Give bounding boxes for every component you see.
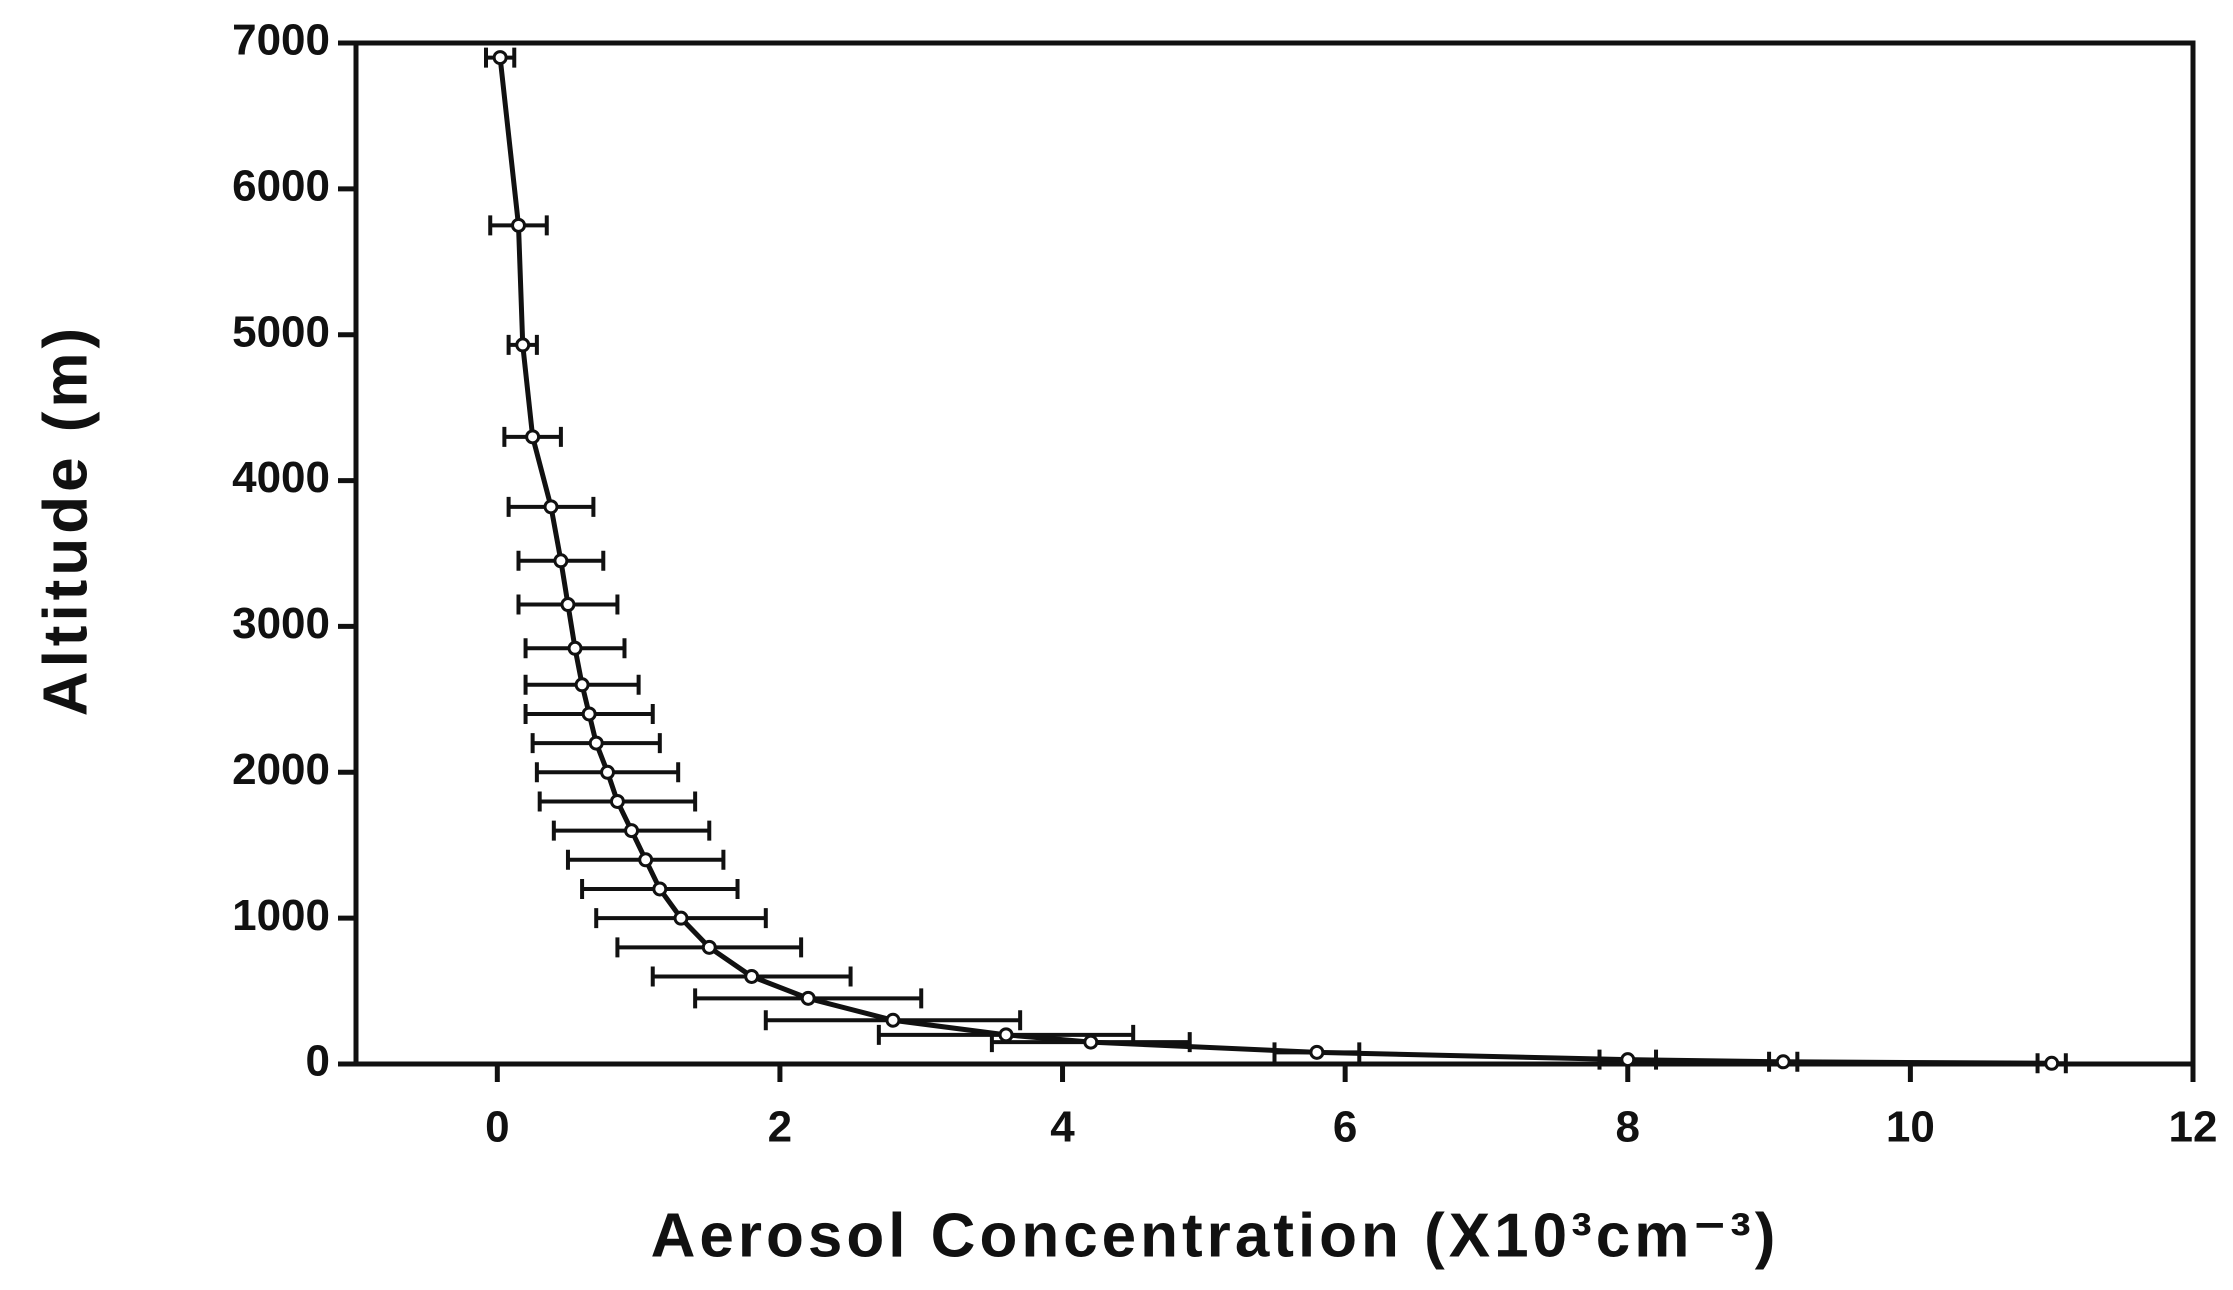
data-point xyxy=(673,910,689,926)
x-tick-label: 0 xyxy=(485,1103,509,1152)
data-point xyxy=(525,429,541,445)
x-tick-label: 12 xyxy=(2169,1103,2218,1152)
y-tick-label: 0 xyxy=(306,1037,330,1086)
x-tick-label: 2 xyxy=(768,1103,792,1152)
x-tick-label: 4 xyxy=(1050,1103,1075,1152)
data-point xyxy=(543,499,559,515)
data-point xyxy=(652,881,668,897)
y-tick-label: 4000 xyxy=(232,453,330,502)
data-point xyxy=(800,990,816,1006)
data-point xyxy=(574,677,590,693)
data-point xyxy=(588,735,604,751)
data-point xyxy=(511,217,527,233)
y-tick-label: 1000 xyxy=(232,891,330,940)
x-tick-label: 10 xyxy=(1886,1103,1935,1152)
y-tick-label: 7000 xyxy=(232,16,330,65)
data-point xyxy=(609,793,625,809)
y-axis-label: Altitude (m) xyxy=(31,324,100,716)
data-point xyxy=(492,50,508,66)
data-point xyxy=(638,852,654,868)
data-point xyxy=(744,968,760,984)
x-tick-label: 6 xyxy=(1333,1103,1357,1152)
data-point xyxy=(2044,1055,2060,1071)
data-point xyxy=(701,939,717,955)
data-point xyxy=(624,823,640,839)
data-line xyxy=(497,57,2052,1066)
data-point xyxy=(560,597,576,613)
data-point xyxy=(1620,1052,1636,1068)
data-point xyxy=(885,1012,901,1028)
data-point xyxy=(1083,1034,1099,1050)
data-point xyxy=(581,706,597,722)
data-point xyxy=(1309,1044,1325,1060)
data-point xyxy=(553,553,569,569)
x-axis-label: Aerosol Concentration (X10³cm⁻³) xyxy=(651,1201,1780,1270)
y-tick-label: 2000 xyxy=(232,745,330,794)
plot-frame xyxy=(353,40,2196,1067)
y-tick-label: 5000 xyxy=(232,307,330,356)
y-tick-label: 6000 xyxy=(232,161,330,210)
data-point xyxy=(567,640,583,656)
y-tick-label: 3000 xyxy=(232,599,330,648)
x-tick-label: 8 xyxy=(1616,1103,1640,1152)
data-point xyxy=(1775,1054,1791,1070)
data-point xyxy=(998,1027,1014,1043)
data-point xyxy=(600,764,616,780)
data-point xyxy=(515,337,531,353)
